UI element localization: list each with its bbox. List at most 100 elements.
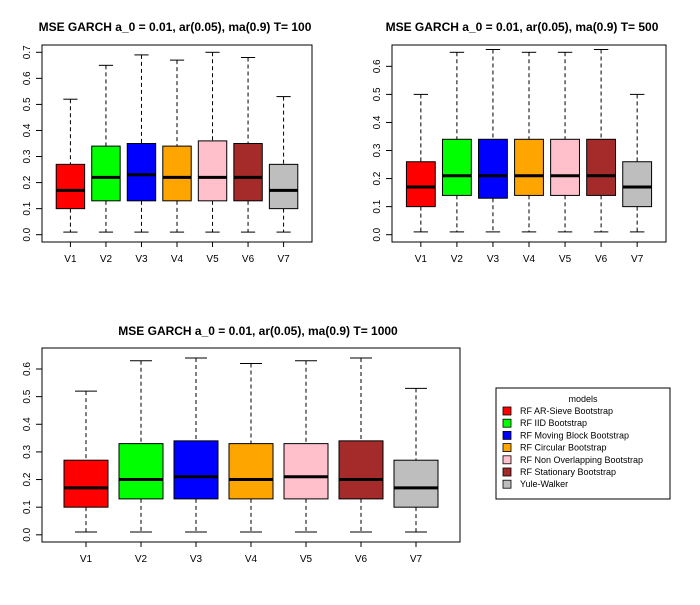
iqr-box [91,145,121,202]
y-tick-label: 0.3 [22,149,33,163]
box-v3 [173,357,219,533]
y-tick-label: 0.1 [22,201,33,215]
box-v1 [405,93,436,233]
x-tick-label: V3 [135,254,148,265]
y-tick-label: 0.2 [372,171,383,185]
y-tick-label: 0.2 [22,472,33,486]
chart-title: MSE GARCH a_0 = 0.01, ar(0.05), ma(0.9) … [118,324,398,338]
iqr-box [233,143,263,202]
box-v2 [91,64,121,233]
box-v2 [441,51,472,233]
legend-item-label: RF Moving Block Bootstrap [520,430,629,440]
iqr-box [118,443,164,500]
x-tick-label: V1 [415,254,428,265]
iqr-box [586,138,617,196]
iqr-box [197,140,228,202]
box-v4 [162,59,192,233]
x-tick-label: V1 [80,554,93,565]
legend-item-label: RF AR-Sieve Bootstrap [520,406,613,416]
legend-item-label: RF Stationary Bootstrap [520,467,616,477]
x-tick-label: V7 [631,254,644,265]
box-v4 [514,51,544,233]
y-tick-label: 0.4 [372,115,383,129]
legend-item-label: RF Non Overlapping Bootstrap [520,455,643,465]
iqr-box [55,163,86,210]
y-tick-label: 0.6 [22,362,33,376]
x-tick-label: V7 [410,554,423,565]
iqr-box [63,459,109,508]
legend-swatch [502,479,512,489]
iqr-box [338,440,384,500]
x-tick-label: V5 [206,254,219,265]
y-tick-label: 0.3 [22,445,33,459]
y-tick-label: 0.0 [22,227,33,241]
iqr-box [268,163,299,210]
box-v2 [118,360,164,533]
y-tick-label: 0.5 [22,389,33,403]
box-v3 [126,54,157,233]
x-tick-label: V1 [64,254,77,265]
chart-title: MSE GARCH a_0 = 0.01, ar(0.05), ma(0.9) … [386,20,659,34]
iqr-box [126,143,157,202]
iqr-box [405,161,436,208]
box-v7 [393,387,439,533]
box-v7 [622,93,653,233]
box-v3 [478,48,508,233]
chart-t1000: MSE GARCH a_0 = 0.01, ar(0.05), ma(0.9) … [22,324,461,565]
y-tick-label: 0.5 [372,87,383,101]
box-v5 [197,51,228,233]
x-tick-label: V4 [523,254,536,265]
iqr-box [283,443,329,500]
x-tick-label: V2 [135,554,148,565]
iqr-box [622,161,653,208]
x-tick-label: V4 [245,554,258,565]
x-tick-label: V6 [355,554,368,565]
x-tick-label: V3 [487,254,500,265]
legend-swatch [502,467,512,477]
legend-swatch [502,443,512,453]
y-tick-label: 0.1 [22,500,33,514]
legend-swatch [502,430,512,440]
iqr-box [173,440,219,500]
y-tick-label: 0.4 [22,417,33,431]
y-tick-label: 0.4 [22,123,33,137]
legend-title: models [568,394,598,404]
legend: models RF AR-Sieve Bootstrap RF IID Boots… [495,387,671,500]
iqr-box [393,459,439,508]
y-tick-label: 0.7 [22,45,33,59]
legend-swatch [502,455,512,465]
x-tick-label: V6 [242,254,255,265]
box-v1 [55,98,86,233]
y-tick-label: 0.0 [372,227,383,241]
legend-item-label: RF Circular Bootstrap [520,443,607,453]
box-v6 [586,48,617,233]
x-tick-label: V7 [277,254,290,265]
legend-item-label: Yule-Walker [520,479,568,489]
box-v6 [338,357,384,533]
box-v4 [228,362,274,533]
x-tick-label: V4 [171,254,184,265]
box-v7 [268,96,299,233]
legend-swatch [502,406,512,416]
y-tick-label: 0.6 [372,59,383,73]
iqr-box [514,138,544,196]
box-v6 [233,57,263,233]
iqr-box [228,443,274,500]
box-v1 [63,390,109,533]
y-tick-label: 0.6 [22,71,33,85]
legend-swatch [502,418,512,428]
chart-title: MSE GARCH a_0 = 0.01, ar(0.05), ma(0.9) … [39,20,312,34]
iqr-box [441,138,472,196]
y-tick-label: 0.5 [22,97,33,111]
iqr-box [478,138,508,199]
y-tick-label: 0.3 [372,143,383,157]
x-tick-label: V2 [100,254,113,265]
box-v5 [550,51,580,233]
x-tick-label: V5 [300,554,313,565]
chart-t500: MSE GARCH a_0 = 0.01, ar(0.05), ma(0.9) … [372,20,667,265]
y-tick-label: 0.0 [22,527,33,541]
box-v5 [283,360,329,533]
